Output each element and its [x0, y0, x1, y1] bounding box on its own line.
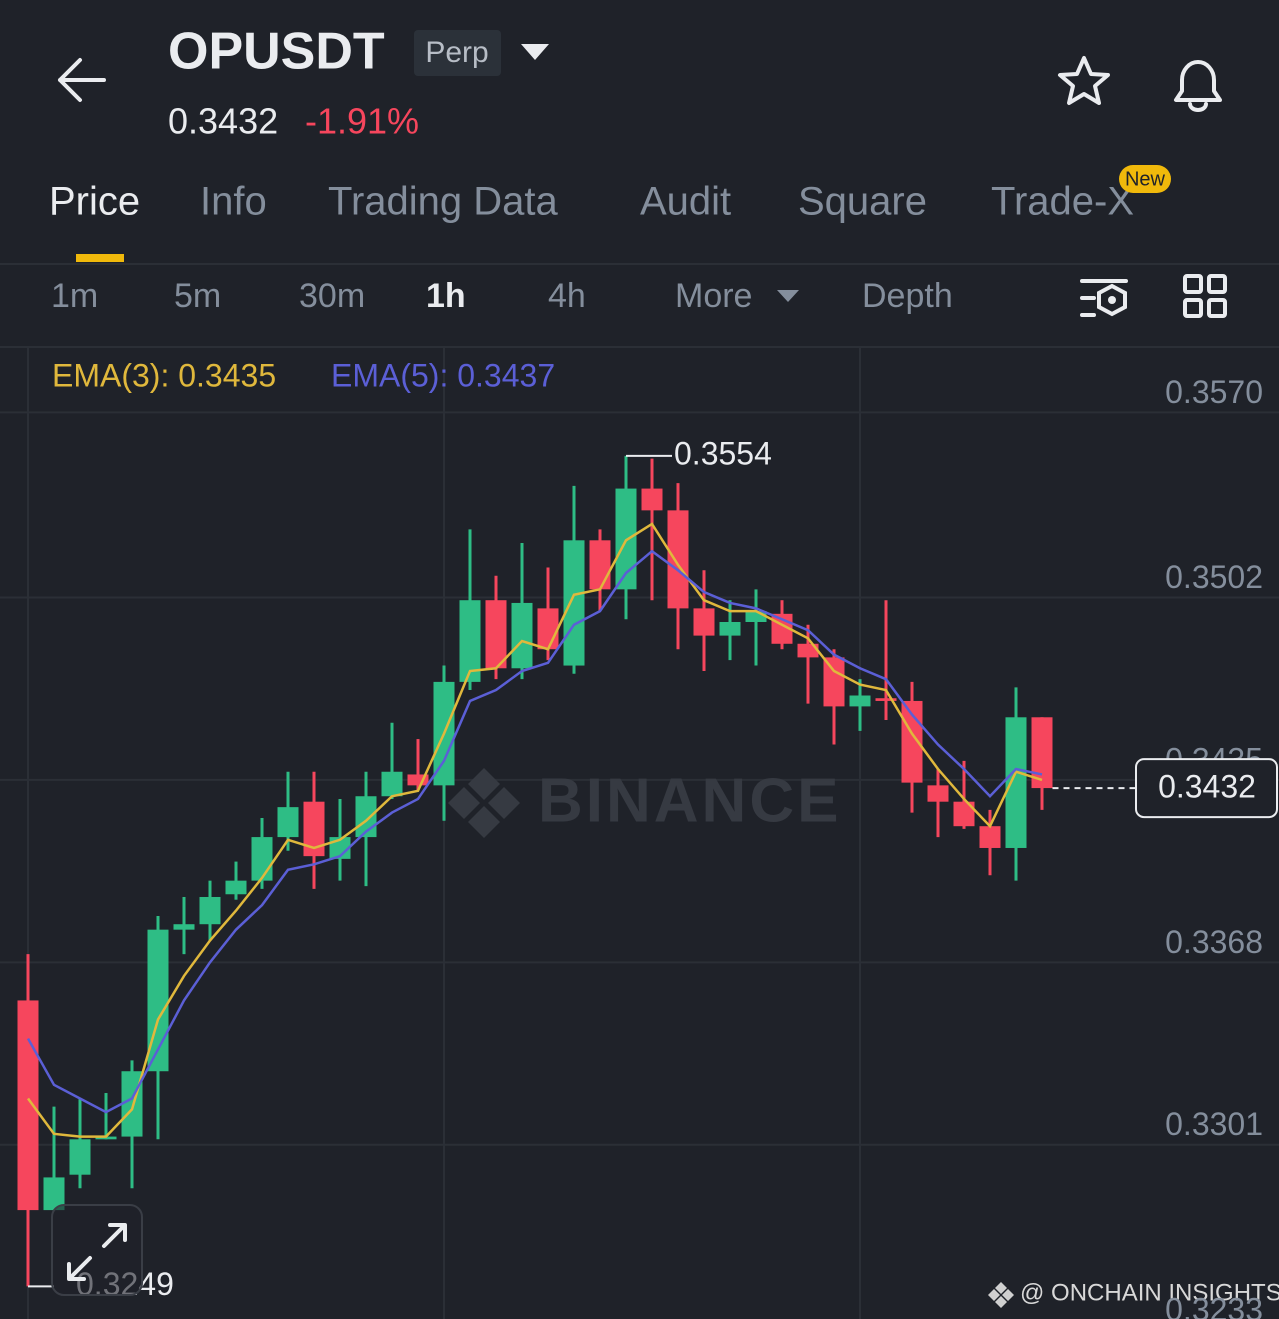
tab[interactable]: Price — [49, 180, 140, 224]
last-price-tag — [1135, 758, 1278, 819]
tab[interactable]: Info — [200, 180, 267, 224]
last-price-label: 0.3432 — [1158, 769, 1256, 805]
candle-body — [1031, 717, 1053, 789]
candle-body — [823, 657, 845, 707]
new-badge — [1119, 165, 1171, 193]
alert-button[interactable] — [1174, 60, 1222, 112]
fullscreen-button[interactable] — [51, 1204, 143, 1296]
candle-body — [641, 488, 663, 511]
candle-body — [797, 643, 819, 658]
perp-badge — [414, 30, 501, 76]
credit: @ ONCHAIN INSIGHTS — [1020, 1279, 1279, 1306]
candle-body — [979, 826, 1001, 848]
candle-body — [485, 600, 507, 669]
candle-body — [251, 837, 273, 881]
candle-body — [745, 611, 767, 622]
candle-body — [563, 540, 585, 666]
candle-body — [173, 924, 195, 930]
y-tick-label: 0.3502 — [1165, 559, 1263, 595]
candle-body — [719, 621, 741, 636]
legend-entry: EMA(5): 0.3437 — [331, 357, 555, 393]
interval[interactable]: 1h — [426, 277, 466, 315]
candle-body — [43, 1177, 65, 1211]
candle-body — [459, 600, 481, 682]
candle-body — [849, 695, 871, 707]
candle-body — [17, 1000, 39, 1211]
tab[interactable]: Trade-X — [991, 180, 1134, 224]
candle-body — [511, 602, 533, 669]
interval[interactable]: 30m — [299, 277, 365, 315]
symbol-dropdown[interactable] — [521, 44, 549, 60]
y-tick-label: 0.3570 — [1165, 374, 1263, 410]
candle-body — [589, 540, 611, 590]
candle-body — [537, 608, 559, 650]
tab[interactable]: Trading Data — [328, 180, 559, 224]
depth-tab[interactable]: Depth — [862, 277, 953, 315]
interval[interactable]: 4h — [548, 277, 586, 315]
grid — [0, 411, 1279, 1146]
layout-button[interactable] — [1183, 274, 1227, 318]
candle-body — [69, 1139, 91, 1175]
more-dropdown[interactable] — [777, 290, 799, 302]
y-tick-label: 0.3301 — [1165, 1106, 1263, 1142]
price-change: -1.91% — [305, 101, 419, 142]
candle-body — [277, 807, 299, 838]
candle-body — [667, 510, 689, 609]
ema-line — [26, 522, 1043, 1138]
interval[interactable]: 1m — [51, 277, 98, 315]
tab[interactable]: Audit — [640, 180, 731, 224]
active-tab-indicator — [76, 254, 124, 262]
watermark-logo — [448, 768, 520, 838]
candle-body — [407, 774, 429, 786]
candle-body — [875, 698, 897, 701]
last-price: 0.3432 — [168, 101, 278, 142]
watermark: BINANCE — [538, 766, 841, 835]
candle-body — [225, 880, 247, 895]
new-badge-label: New — [1125, 168, 1166, 190]
plot-area: 0.3249 — [17, 454, 1053, 1302]
symbol-title: OPUSDT — [168, 23, 385, 81]
candle-body — [953, 801, 975, 827]
candle-body — [381, 771, 403, 797]
interval[interactable]: 5m — [174, 277, 221, 315]
candle-body — [199, 896, 221, 925]
candle-body — [1005, 717, 1027, 848]
tab[interactable]: Square — [798, 180, 927, 224]
y-tick-label: 0.3233 — [1165, 1291, 1263, 1319]
candle-body — [303, 801, 325, 857]
candle-body — [693, 608, 715, 636]
y-tick-label: 0.3368 — [1165, 924, 1263, 960]
perp-label: Perp — [425, 36, 488, 69]
indicator-settings[interactable] — [1080, 279, 1128, 317]
candle-body — [927, 785, 949, 802]
credit-logo — [988, 1282, 1014, 1308]
favorite-button[interactable] — [1058, 56, 1110, 105]
high-label: 0.3554 — [674, 435, 772, 471]
back-button[interactable] — [58, 58, 106, 102]
interval-more[interactable]: More — [675, 277, 752, 315]
candle-body — [95, 1136, 117, 1140]
legend-entry: EMA(3): 0.3435 — [52, 357, 276, 393]
ema-line — [26, 549, 1043, 1114]
